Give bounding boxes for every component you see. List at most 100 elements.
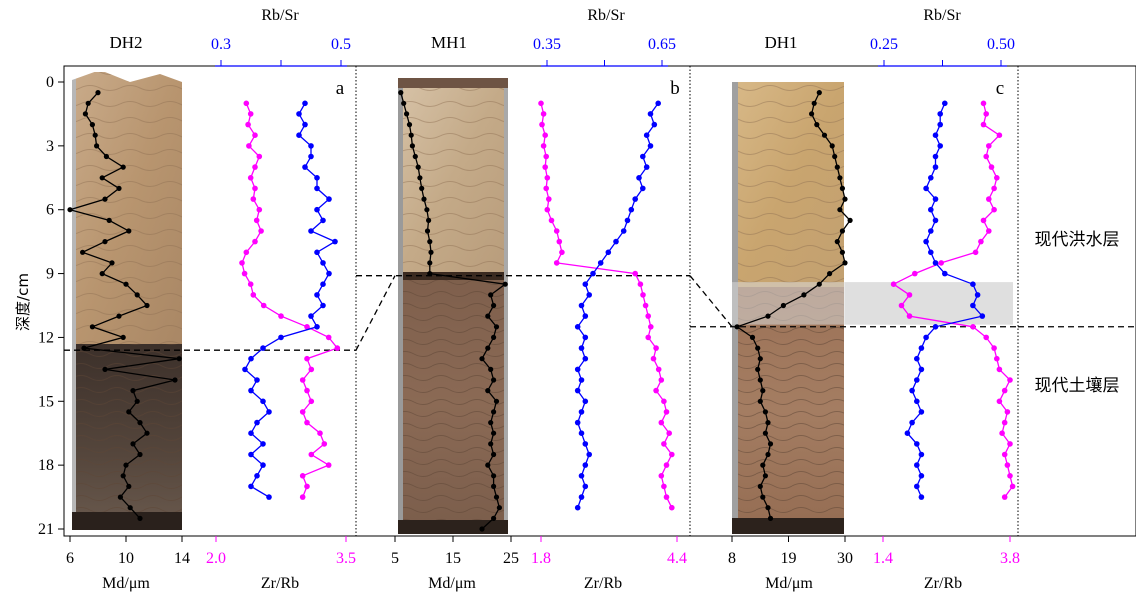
- depth-tick-label: 15: [38, 393, 54, 410]
- md-c-point: [763, 431, 768, 436]
- zrrb-a-point: [261, 303, 267, 309]
- zrrb-b-point: [659, 377, 665, 383]
- rbsr-a-point: [248, 452, 254, 458]
- rbsr-b-point: [648, 111, 654, 117]
- md-a-point: [86, 101, 91, 106]
- rbsr-c-point: [970, 303, 976, 309]
- rbsr-a-point: [302, 101, 308, 107]
- zrrb-b-point: [541, 111, 547, 117]
- zrrb-b-point: [541, 143, 547, 149]
- md-c-point: [842, 260, 847, 265]
- rbsr-a-point: [326, 196, 332, 202]
- md-a-point: [123, 282, 128, 287]
- rbsr-a-point: [296, 111, 302, 117]
- zrrb-a-point: [248, 281, 254, 287]
- md-c-point: [840, 228, 845, 233]
- zrrb-c-point: [1002, 420, 1008, 426]
- zrrb-a-point: [304, 356, 310, 362]
- zrrb-b-point: [554, 260, 560, 266]
- layer-label-flood: 现代洪水层: [1035, 230, 1120, 250]
- rbsr-a-series: [242, 101, 338, 500]
- zrrb-a-point: [252, 164, 258, 170]
- md-c-point: [827, 271, 832, 276]
- rbsr-a-point: [248, 356, 254, 362]
- md-a-point: [144, 303, 149, 308]
- md-c-point: [812, 101, 817, 106]
- md-title-b: Md/μm: [428, 575, 476, 592]
- md-a-point: [116, 314, 121, 319]
- rbsr-b-point: [579, 303, 585, 309]
- rbsr-c-point: [933, 324, 939, 330]
- zrrb-a-point: [242, 271, 248, 277]
- zrrb-a-point: [317, 430, 323, 436]
- rbsr-b-point: [579, 430, 585, 436]
- rbsr-c-point: [919, 367, 925, 373]
- rbsr-c-point: [980, 313, 986, 319]
- zrrb-a-point: [239, 260, 245, 266]
- rbsr-c-point: [905, 430, 911, 436]
- rbsr-c-point: [928, 207, 934, 213]
- zrrb-a-point: [251, 196, 257, 202]
- rbsr-title-a: Rb/Sr: [261, 7, 299, 24]
- zrrb-b-point: [542, 132, 548, 138]
- rbsr-b-point: [636, 175, 642, 181]
- zrrb-c-point: [999, 430, 1005, 436]
- zrrb-b-point: [538, 101, 544, 107]
- md-b-point: [426, 218, 431, 223]
- zrrb-b-point: [543, 154, 549, 160]
- md-a-point: [90, 324, 95, 329]
- md-c-point: [765, 452, 770, 457]
- rbsr-c-point: [923, 186, 929, 192]
- depth-tick-label: 12: [38, 329, 54, 346]
- rbsr-a-point: [254, 420, 260, 426]
- zrrb-c-point: [997, 132, 1003, 138]
- md-a-point: [135, 399, 140, 404]
- zrrb-a-point: [246, 143, 252, 149]
- rbsr-b-point: [583, 441, 589, 447]
- zrrb-a-point: [257, 207, 263, 213]
- rbsr-a-tick-label: 0.3: [211, 36, 231, 53]
- zrrb-a-point: [300, 494, 306, 500]
- md-a-point: [67, 207, 72, 212]
- rbsr-c-point: [937, 111, 943, 117]
- md-b-point: [421, 197, 426, 202]
- zrrb-c-point: [981, 101, 987, 107]
- zrrb-b-point: [653, 388, 659, 394]
- md-b-point: [485, 463, 490, 468]
- md-b-point: [491, 335, 496, 340]
- rbsr-b-point: [621, 228, 627, 234]
- rbsr-a-point: [242, 367, 248, 373]
- md-c-point: [760, 388, 765, 393]
- rbsr-c-point: [914, 441, 920, 447]
- md-c-point: [809, 111, 814, 116]
- zrrb-c-point: [978, 239, 984, 245]
- md-a-point: [137, 452, 142, 457]
- rbsr-c-point: [933, 154, 939, 160]
- rbsr-a-point: [254, 473, 260, 479]
- rbsr-c-point: [928, 175, 934, 181]
- depth-tick-label: 6: [46, 202, 54, 219]
- md-b-point: [494, 495, 499, 500]
- zrrb-b-point: [648, 324, 654, 330]
- zrrb-c-point: [1005, 409, 1011, 415]
- zrrb-a-point: [245, 122, 251, 128]
- zrrb-c-point: [986, 228, 992, 234]
- md-a-point: [121, 473, 126, 478]
- md-a-point: [144, 431, 149, 436]
- depth-tick-label: 21: [38, 521, 54, 538]
- zrrb-c-point: [1002, 452, 1008, 458]
- md-b-point: [425, 228, 430, 233]
- rbsr-b-point: [648, 143, 654, 149]
- zrrb-b-point: [543, 186, 549, 192]
- rbsr-c-point: [914, 462, 920, 468]
- zrrb-c-point: [1007, 473, 1013, 479]
- md-a-point: [137, 420, 142, 425]
- core-name-a: DH2: [109, 33, 142, 52]
- rbsr-a-point: [320, 281, 326, 287]
- rbsr-b-point: [598, 260, 604, 266]
- zrrb-b-point: [557, 239, 563, 245]
- rbsr-b-point: [579, 345, 585, 351]
- md-c-point: [842, 197, 847, 202]
- rbsr-a-point: [260, 441, 266, 447]
